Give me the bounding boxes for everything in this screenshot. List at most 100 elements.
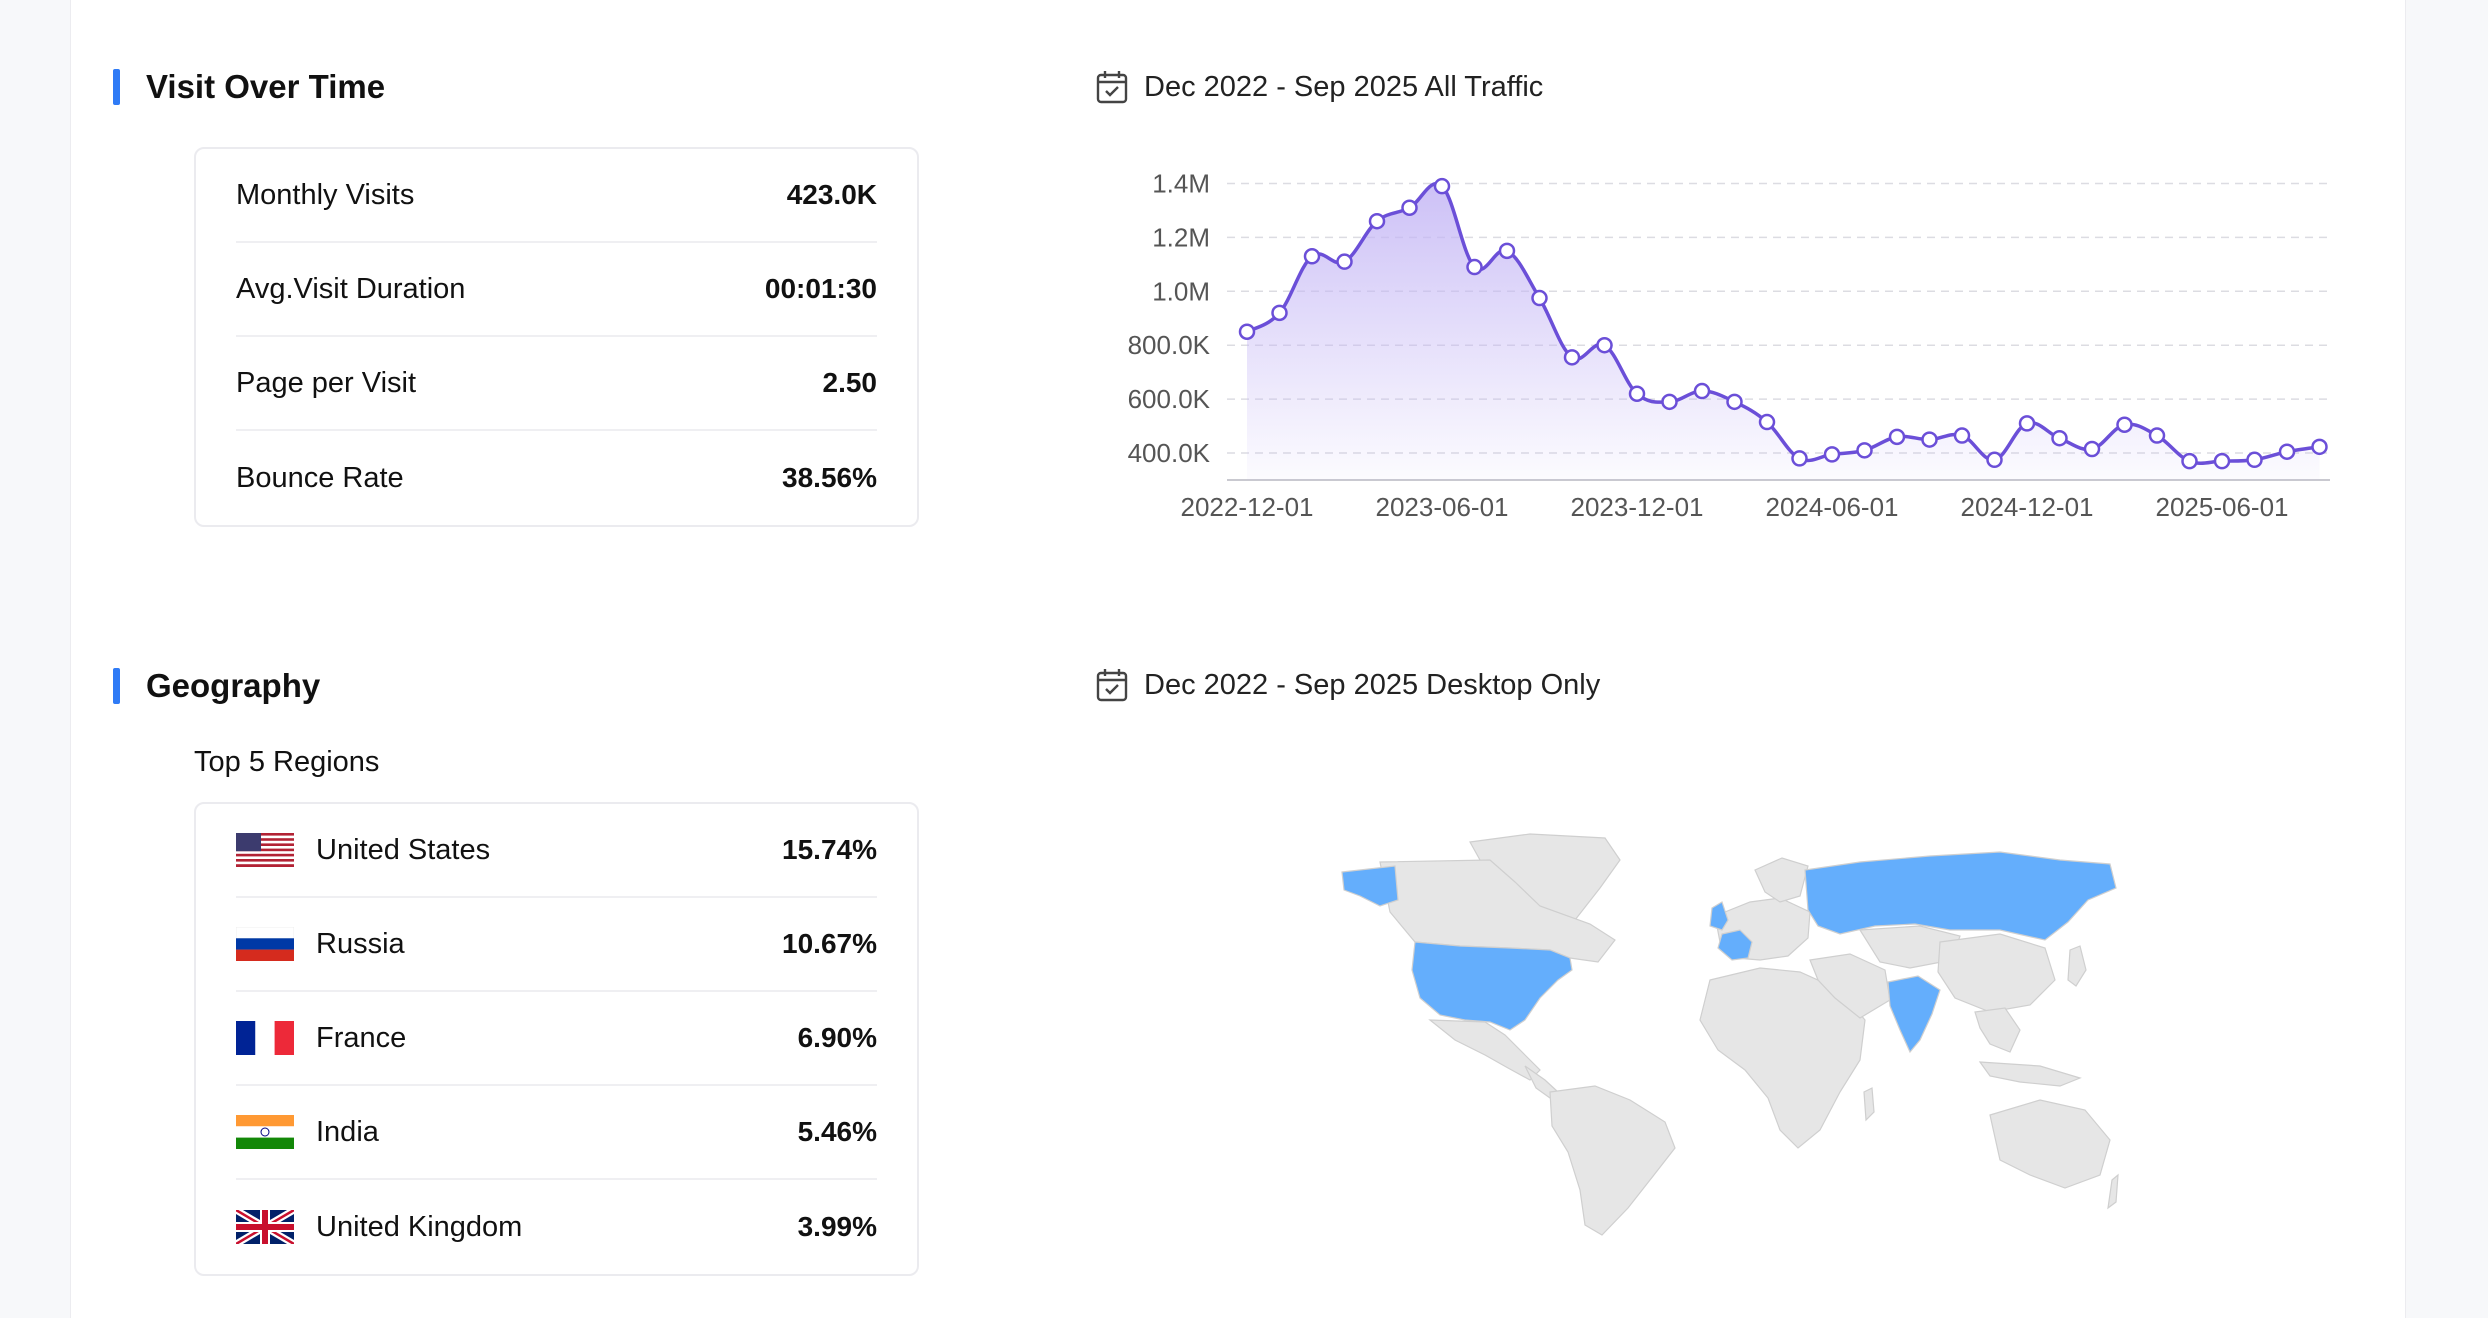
region-row-united-kingdom: United Kingdom 3.99% [236,1180,877,1274]
france-flag-icon [236,1021,294,1055]
chart-data-point [1888,428,1906,446]
chart-data-point [1726,393,1743,411]
map-country-africa [1699,967,1866,1149]
chart-y-tick-label: 1.0M [1152,276,1210,306]
chart-data-point [1986,451,2003,469]
chart-data-point [2213,452,2231,470]
map-country-united-states [1411,941,1573,1031]
chart-y-tick-label: 600.0K [1128,384,1211,414]
region-name: India [316,1115,379,1148]
map-highlighted-countries [1341,851,2117,1054]
chart-data-point [2181,452,2198,470]
chart-data-point [2311,438,2328,456]
region-name: United Kingdom [316,1210,523,1243]
visits-section-title: Visit Over Time [113,68,385,106]
visits-date-range-text: Dec 2022 - Sep 2025 All Traffic [1144,70,1544,103]
chart-data-point [1498,242,1516,260]
stat-value: 423.0K [786,179,877,210]
map-country-madagascar [1863,1087,1875,1122]
chart-y-tick-label: 1.4M [1152,168,1210,198]
map-country-china [1937,933,2056,1013]
map-country-south-america [1549,1085,1676,1236]
region-name: France [316,1021,407,1054]
region-share: 5.46% [797,1116,877,1147]
map-country-france [1717,929,1753,961]
region-share: 15.74% [782,834,877,865]
region-name: Russia [316,927,405,960]
stat-label: Page per Visit [236,366,417,399]
map-country-australia [1989,1099,2111,1189]
chart-data-point [2116,416,2133,433]
chart-x-tick-label: 2024-12-01 [1961,492,2094,522]
chart-y-tick-label: 400.0K [1128,438,1211,468]
chart-data-point [1856,442,1873,459]
chart-data-point [1628,385,1646,402]
chart-data-point [1823,446,1841,463]
top-regions-subtitle: Top 5 Regions [194,746,380,778]
chart-data-point [2278,443,2296,460]
stat-row-page-per-visit: Page per Visit 2.50 [236,337,877,431]
map-country-new-zealand [2107,1173,2119,1210]
region-row-france: France 6.90% [236,992,877,1086]
calendar-icon [1096,669,1128,702]
stat-value: 00:01:30 [764,273,877,304]
stat-label: Monthly Visits [236,178,415,211]
chart-data-point [1953,427,1971,444]
region-name: United States [316,833,491,866]
chart-x-tick-label: 2025-06-01 [2156,492,2289,522]
region-share: 3.99% [797,1211,877,1242]
chart-y-tick-label: 1.2M [1152,222,1210,252]
chart-x-tick-label: 2022-12-01 [1181,492,1314,522]
map-country-japan [2067,945,2087,987]
map-country-indonesia [1978,1061,2082,1087]
chart-x-tick-label: 2024-06-01 [1766,492,1899,522]
world-map [1341,833,2119,1236]
chart-data-point [2246,451,2263,469]
uk-flag-icon [236,1210,294,1244]
map-country-middle-east [1809,953,1891,1019]
region-row-russia: Russia 10.67% [236,898,877,992]
chart-data-point [1368,212,1386,230]
chart-data-point [2018,415,2036,432]
chart-x-tick-label: 2023-12-01 [1571,492,1704,522]
title-accent-bar [113,69,120,105]
chart-data-point [1758,413,1776,431]
map-country-mexico [1428,1019,1541,1081]
map-country-india [1887,975,1941,1054]
chart-data-point [1531,289,1548,307]
chart-data-point [1661,393,1678,411]
chart-data-point [1791,450,1808,467]
chart-data-point [1303,248,1321,265]
region-row-india: India 5.46% [236,1086,877,1180]
stat-label: Bounce Rate [236,461,404,494]
chart-data-point [1693,382,1711,400]
map-country-russia [1804,851,2117,941]
chart-data-point [1238,323,1256,340]
russia-flag-icon [236,927,294,961]
chart-data-point [1596,336,1613,354]
geography-date-range: Dec 2022 - Sep 2025 Desktop Only [1096,668,1600,702]
region-row-united-states: United States 15.74% [236,804,877,898]
map-country-alaska [1341,865,1399,907]
visits-line-chart: 400.0K 600.0K 800.0K 1.0M 1.2M 1.4M 2022-12-01… [1128,168,2330,522]
us-flag-icon [236,833,294,867]
chart-data-point [1563,349,1581,366]
stat-row-bounce-rate: Bounce Rate 38.56% [236,431,877,525]
chart-x-tick-label: 2023-06-01 [1376,492,1509,522]
india-flag-icon [236,1115,294,1149]
map-country-scandinavia [1754,857,1809,903]
calendar-icon [1096,71,1128,104]
stat-row-monthly-visits: Monthly Visits 423.0K [236,149,877,243]
geography-title-text: Geography [146,667,321,704]
geography-section-title: Geography [113,667,320,705]
chart-data-point [1401,199,1418,216]
chart-data-point [2083,440,2101,458]
region-share: 10.67% [782,928,877,959]
chart-data-point [2148,427,2166,444]
chart-data-point [1921,431,1938,448]
chart-data-point [2051,429,2068,447]
chart-data-point [1336,253,1353,270]
region-share: 6.90% [797,1022,877,1053]
visit-stats-box: Monthly Visits 423.0K Avg.Visit Duration… [194,147,919,527]
stat-value: 2.50 [822,367,878,398]
